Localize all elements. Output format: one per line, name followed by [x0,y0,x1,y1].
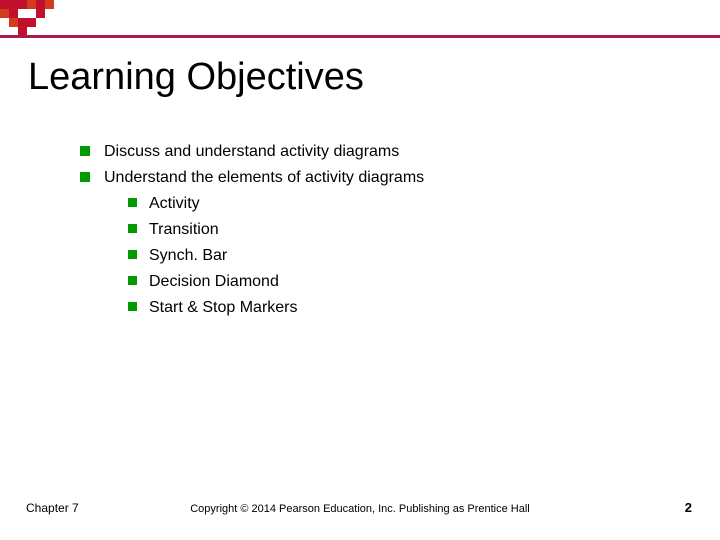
logo-cell [18,0,27,9]
logo-cell [0,9,9,18]
logo-cell [0,0,9,9]
content-area: Discuss and understand activity diagrams… [80,140,424,322]
logo-cell [27,18,36,27]
logo-cell [18,18,27,27]
bullet-square-icon [80,172,90,182]
bullet-text: Understand the elements of activity diag… [104,166,424,190]
footer-copyright: Copyright © 2014 Pearson Education, Inc.… [0,503,720,515]
bullet-text: Discuss and understand activity diagrams [104,140,399,164]
sub-bullet-text: Decision Diamond [149,270,279,294]
logo-cell [36,9,45,18]
bullet-square-icon [128,250,137,259]
footer-page-number: 2 [685,500,692,515]
bullet-square-icon [80,146,90,156]
sub-bullet-item: Synch. Bar [128,244,424,268]
sub-bullet-item: Start & Stop Markers [128,296,424,320]
sub-bullet-item: Activity [128,192,424,216]
logo-cell [27,0,36,9]
bullet-square-icon [128,198,137,207]
sub-bullet-text: Start & Stop Markers [149,296,298,320]
slide-title: Learning Objectives [28,56,364,99]
sub-bullet-item: Transition [128,218,424,242]
bullet-square-icon [128,224,137,233]
logo-cell [9,0,18,9]
header-divider [0,35,720,38]
logo-cell [45,0,54,9]
sub-bullet-item: Decision Diamond [128,270,424,294]
bullet-square-icon [128,276,137,285]
bullet-item: Discuss and understand activity diagrams [80,140,424,164]
logo-cell [9,18,18,27]
sub-bullet-text: Transition [149,218,219,242]
bullet-square-icon [128,302,137,311]
sub-bullet-list: Activity Transition Synch. Bar Decision … [128,192,424,320]
logo-cell [9,9,18,18]
bullet-item: Understand the elements of activity diag… [80,166,424,190]
sub-bullet-text: Synch. Bar [149,244,227,268]
sub-bullet-text: Activity [149,192,200,216]
logo-cell [36,0,45,9]
